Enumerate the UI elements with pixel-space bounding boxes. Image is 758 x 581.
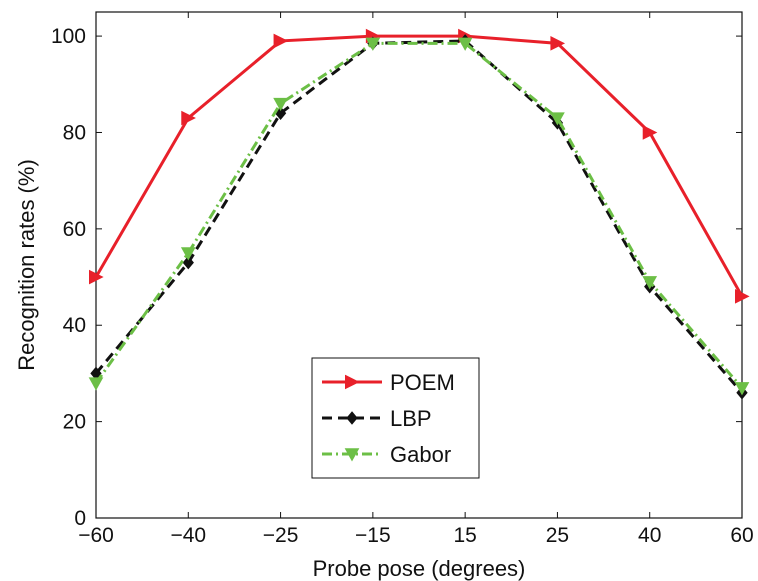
data-point-gabor (457, 37, 473, 51)
y-axis-label: Recognition rates (%) (14, 159, 39, 371)
x-tick-label: 60 (730, 524, 753, 547)
y-tick-label: 20 (63, 411, 86, 434)
x-tick-label: −25 (263, 524, 299, 547)
legend-marker-poem (345, 374, 360, 390)
legend-items: POEM LBP Gabor (322, 370, 455, 467)
data-point-poem (89, 269, 104, 285)
data-point-lbp (182, 255, 194, 270)
y-tick-label: 40 (63, 314, 86, 337)
x-tick-label: −15 (355, 524, 391, 547)
axis-ticks: −60 −40 −25 −15 15 25 40 60 0 20 40 60 80 100 (51, 12, 754, 547)
data-point-gabor (642, 276, 658, 290)
x-tick-label: 25 (546, 524, 569, 547)
data-point-poem (181, 110, 196, 126)
data-point-gabor (273, 97, 288, 112)
x-tick-label: 40 (638, 524, 661, 547)
y-tick-label: 80 (63, 121, 86, 144)
legend-label-poem: POEM (390, 370, 455, 395)
legend-marker-lbp (346, 411, 358, 425)
data-point-poem (550, 36, 566, 51)
legend-label-lbp: LBP (390, 406, 432, 431)
legend-marker-gabor (344, 448, 360, 462)
data-point-gabor (550, 112, 565, 126)
data-point-gabor (365, 37, 381, 51)
x-axis-label: Probe pose (degrees) (313, 556, 526, 581)
data-point-poem (273, 33, 289, 49)
series-line-gabor (94, 41, 744, 389)
series-line-lbp (94, 39, 744, 394)
data-point-poem (735, 289, 750, 304)
y-tick-label: 60 (63, 218, 86, 241)
series-gabor (88, 37, 750, 396)
data-point-gabor (734, 382, 750, 396)
data-point-poem (642, 125, 658, 140)
series-layer (88, 28, 750, 400)
y-tick-label: 100 (51, 25, 86, 48)
x-tick-label: −60 (78, 524, 114, 547)
legend-label-gabor: Gabor (390, 442, 451, 467)
x-tick-label: 15 (453, 524, 476, 547)
data-point-gabor (180, 247, 196, 261)
data-point-gabor (88, 377, 104, 391)
y-tick-label: 0 (74, 507, 86, 530)
x-tick-label: −40 (170, 524, 206, 547)
series-line-poem (94, 34, 744, 298)
legend: POEM LBP Gabor (311, 357, 480, 479)
